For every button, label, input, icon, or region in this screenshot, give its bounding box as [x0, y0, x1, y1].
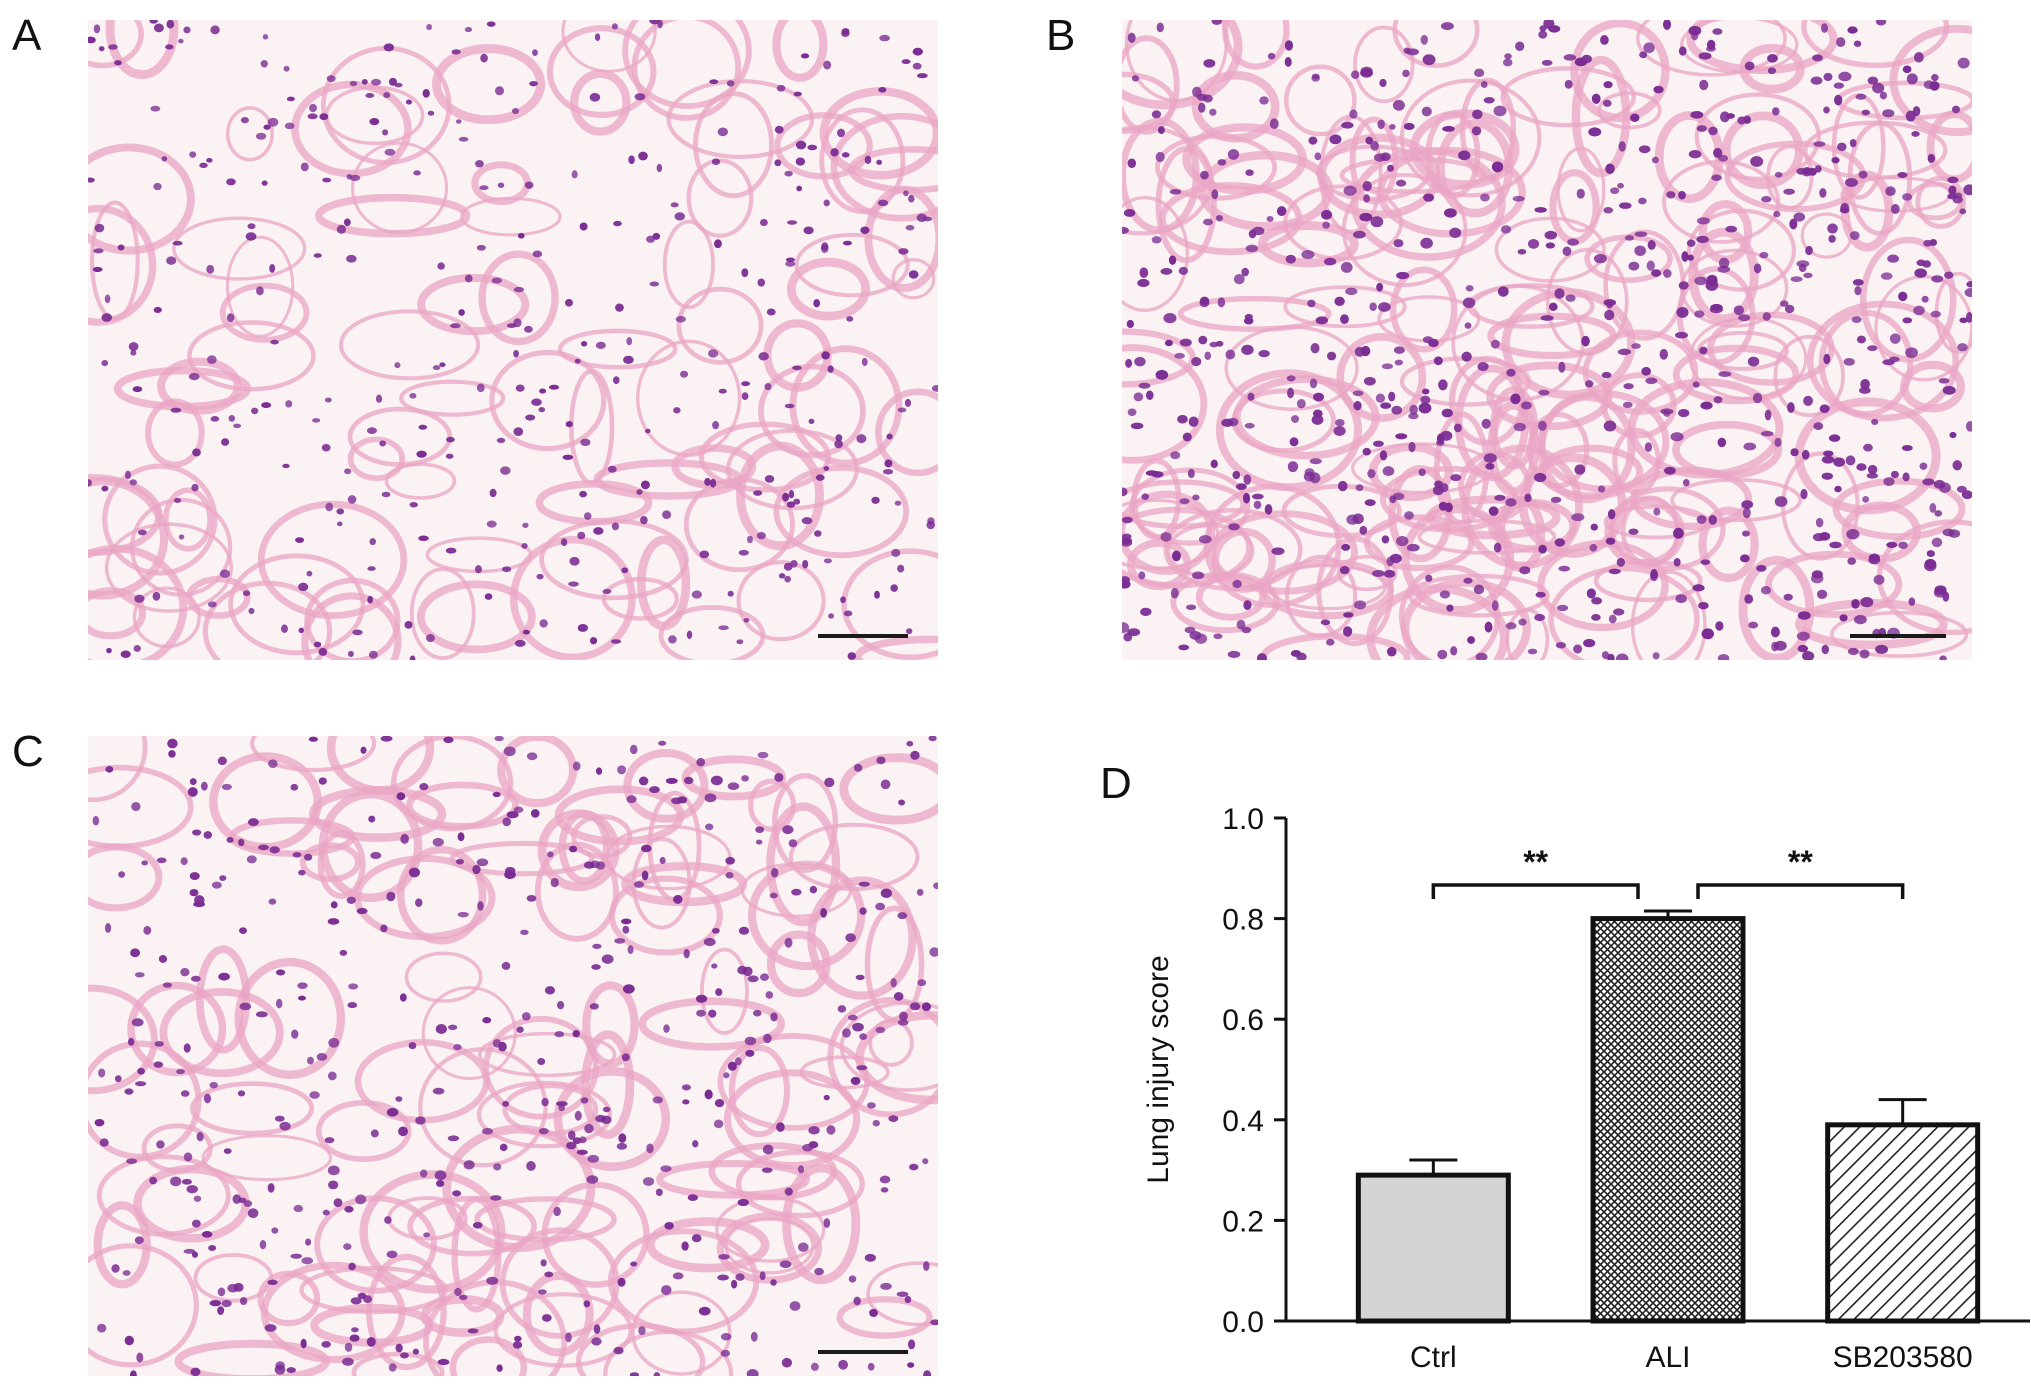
y-tick-label: 0.8 [1222, 904, 1264, 937]
micrograph-a [88, 20, 938, 660]
scale-bar-a [818, 634, 908, 638]
y-tick-label: 0.4 [1222, 1105, 1264, 1138]
bar-sb203580 [1825, 1122, 1981, 1324]
y-tick-label: 0.0 [1222, 1306, 1264, 1339]
significance-bracket [1431, 883, 1640, 899]
micrograph-b-image [1122, 20, 1972, 660]
y-axis-label: Lung injury score [1142, 955, 1175, 1183]
x-tick-label: Ctrl [1410, 1341, 1457, 1374]
significance-brackets: ** ** [1431, 844, 1905, 899]
scale-bar-b [1850, 634, 1946, 638]
tissue-texture [88, 20, 938, 660]
chart-bars: Ctrl ALI SB203580 [1355, 909, 1981, 1374]
tissue-texture [1122, 20, 1972, 660]
bar-ali [1590, 916, 1746, 1324]
x-tick-label: SB203580 [1833, 1341, 1973, 1374]
significance-bracket [1696, 883, 1905, 899]
bar-chart-svg: D 0.0 0.2 0.4 0.6 0.8 1.0 Lung injury score Ct… [1100, 759, 2030, 1374]
y-tick-label: 1.0 [1222, 803, 1264, 836]
x-tick-label: ALI [1645, 1341, 1690, 1374]
bar-chart-d: D 0.0 0.2 0.4 0.6 0.8 1.0 Lung injury score Ct… [1100, 750, 2031, 1389]
panel-label-d: D [1100, 759, 1132, 808]
panel-label-b: B [1046, 11, 1076, 60]
micrograph-c-image [88, 736, 938, 1376]
tissue-texture [88, 736, 938, 1376]
micrograph-c [88, 736, 938, 1376]
significance-label: ** [1788, 844, 1813, 880]
bar-ctrl [1355, 1172, 1511, 1324]
panel-label-a: A [12, 11, 42, 60]
y-tick-label: 0.2 [1222, 1205, 1264, 1238]
y-tick-label: 0.6 [1222, 1004, 1264, 1037]
micrograph-a-image [88, 20, 938, 660]
significance-label: ** [1523, 844, 1548, 880]
micrograph-b [1122, 20, 1972, 660]
panel-label-c: C [12, 727, 44, 776]
scale-bar-c [818, 1350, 908, 1354]
